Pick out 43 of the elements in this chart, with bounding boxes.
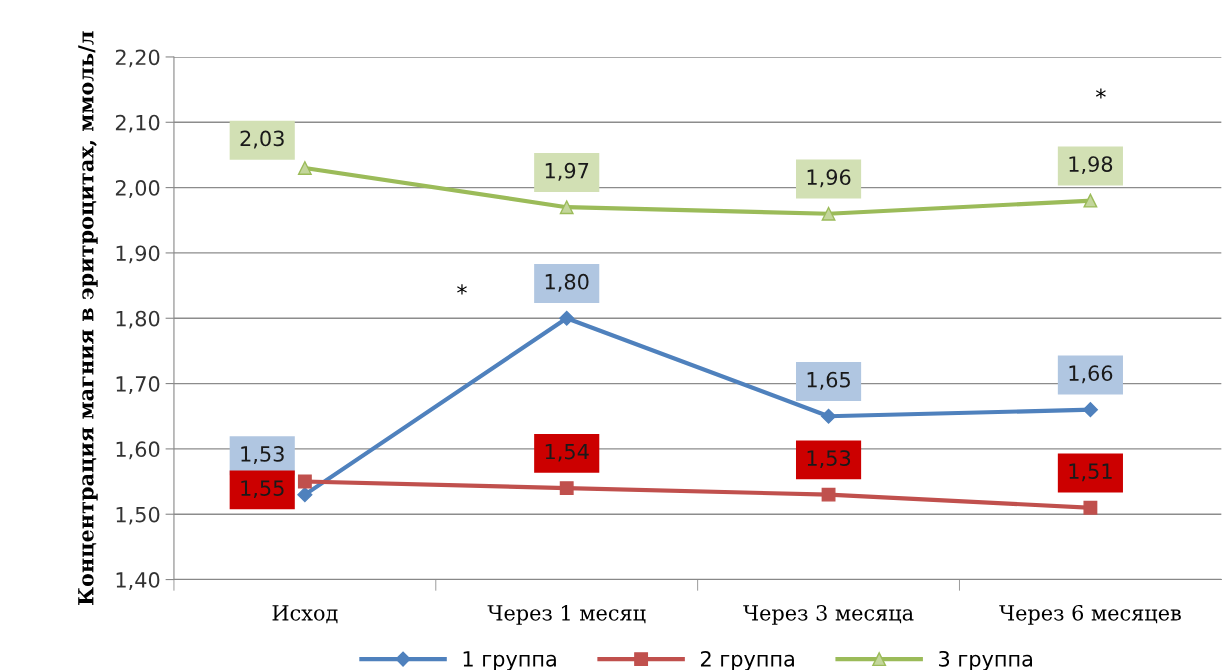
x-tick-label: Через 3 месяца: [743, 604, 914, 625]
y-tick-label: 1,40: [116, 572, 160, 590]
data-label: 1,80: [545, 273, 589, 292]
point: [559, 200, 574, 215]
y-tick-label: 1,80: [116, 310, 160, 329]
y-tick-label: 1,60: [116, 441, 160, 460]
point: [820, 408, 837, 424]
x-tick-label: Исход: [272, 605, 338, 624]
data-label: 1,96: [807, 169, 851, 188]
data-label: 1,55: [241, 480, 284, 499]
x-tick-label: Через 6 месяцев: [999, 604, 1181, 625]
data-label: 1,54: [545, 443, 589, 462]
legend-label: 1 группа: [463, 651, 556, 670]
point: [297, 487, 313, 503]
point: [297, 474, 312, 489]
point: [1083, 500, 1098, 515]
y-tick-label: 1,90: [116, 245, 160, 264]
point: [821, 487, 836, 502]
x-tick-label: Через 1 месяц: [487, 604, 646, 625]
data-label: 1,98: [1069, 156, 1113, 175]
data-label: 1,53: [241, 446, 284, 464]
point: [559, 481, 574, 496]
data-label: 2,03: [240, 130, 284, 149]
y-tick-label: 2,10: [115, 114, 160, 133]
y-axis-title: Концентрация магния в эритроцитах, ммоль/л: [78, 31, 98, 605]
legend-label: 3 группа: [939, 650, 1032, 670]
point: [1083, 193, 1098, 208]
point: [559, 310, 575, 326]
y-tick-label: 1,70: [116, 376, 160, 394]
point: [297, 161, 312, 175]
point: [821, 206, 836, 221]
y-tick-label: 1,50: [116, 506, 160, 525]
data-label: 1,51: [1069, 463, 1112, 482]
data-label: 1,53: [807, 450, 851, 469]
annotation: *: [457, 284, 467, 295]
data-label: 1,66: [1069, 365, 1113, 384]
y-tick-label: 2,00: [115, 180, 160, 198]
data-label: 1,65: [807, 371, 850, 390]
annotation: *: [1095, 88, 1106, 99]
y-tick-label: 2,20: [115, 49, 160, 68]
legend-label: 2 группа: [700, 650, 794, 670]
data-label: 1,97: [545, 162, 589, 181]
point: [1082, 402, 1098, 418]
